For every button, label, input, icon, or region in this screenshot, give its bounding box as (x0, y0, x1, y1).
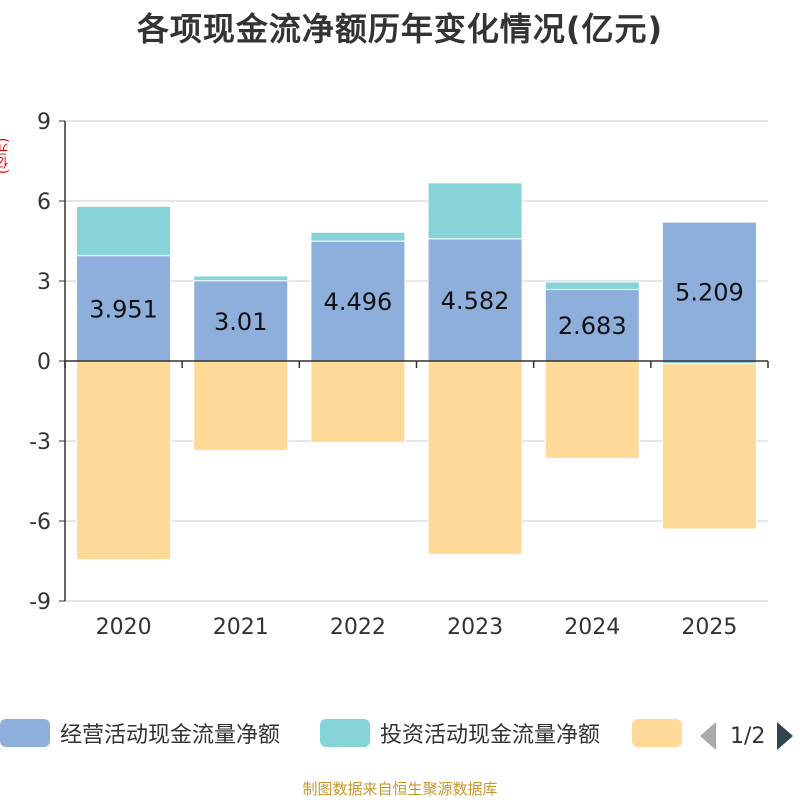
stacked-bar-chart: 9 6 3 0 -3 -6 -9 3.951 3.01 4.496 4.582 2.683 5.209 2… (29, 110, 769, 640)
data-label: 3.01 (214, 308, 267, 336)
x-tick-label: 2023 (447, 615, 503, 640)
legend-item-investing[interactable]: 投资活动现金流量净额 (320, 715, 600, 751)
legend-swatch-operating (0, 719, 50, 747)
legend-swatch-investing (320, 719, 370, 747)
bar-operating (310, 240, 406, 362)
data-source-note: 制图数据来自恒生聚源数据库 (302, 780, 498, 798)
legend-item-financing[interactable] (632, 715, 682, 751)
y-tick-label: 9 (37, 110, 51, 135)
y-tick-label: -6 (29, 510, 51, 535)
legend-pager: 1/2 (700, 722, 794, 750)
y-tick-label: -9 (29, 590, 51, 615)
x-tick-label: 2025 (681, 615, 737, 640)
y-tick-label: 6 (37, 190, 51, 215)
data-label: 4.496 (324, 288, 393, 316)
data-label: 3.951 (89, 295, 158, 323)
bar-investing (544, 281, 640, 290)
bar-operating (193, 280, 289, 362)
x-tick-label: 2024 (564, 615, 620, 640)
bar-financing (661, 363, 757, 530)
y-tick-label: -3 (29, 430, 51, 455)
data-label: 2.683 (558, 312, 627, 340)
x-tick-label: 2022 (330, 615, 386, 640)
prev-page-icon[interactable] (700, 722, 716, 750)
bar-investing (310, 231, 406, 242)
legend-swatch-financing (632, 719, 682, 747)
bar-operating (544, 288, 640, 362)
bar-financing (76, 360, 172, 561)
bar-operating (661, 221, 757, 362)
x-tick-label: 2021 (213, 615, 269, 640)
legend-item-operating[interactable]: 经营活动现金流量净额 (0, 715, 280, 751)
chart-title: 各项现金流净额历年变化情况(亿元) (136, 10, 664, 48)
bar-financing (427, 360, 523, 555)
next-page-icon[interactable] (777, 722, 794, 750)
legend-page-indicator: 1/2 (730, 723, 766, 749)
y-tick-label: 3 (37, 270, 51, 295)
data-label: 5.209 (675, 279, 744, 307)
bar-financing (544, 360, 640, 459)
bar-investing (193, 275, 289, 282)
bar-operating (427, 238, 523, 362)
bar-investing (427, 182, 523, 240)
legend: 经营活动现金流量净额 投资活动现金流量净额 (0, 715, 800, 755)
legend-label-investing: 投资活动现金流量净额 (380, 723, 601, 748)
bar-financing (193, 360, 289, 451)
bar-operating (76, 255, 172, 362)
x-tick-label: 2020 (96, 615, 152, 640)
legend-label-operating: 经营活动现金流量净额 (60, 723, 281, 748)
data-label: 4.582 (441, 287, 510, 315)
bar-investing (76, 205, 172, 257)
y-tick-label: 0 (37, 350, 51, 375)
bar-financing (310, 360, 406, 443)
